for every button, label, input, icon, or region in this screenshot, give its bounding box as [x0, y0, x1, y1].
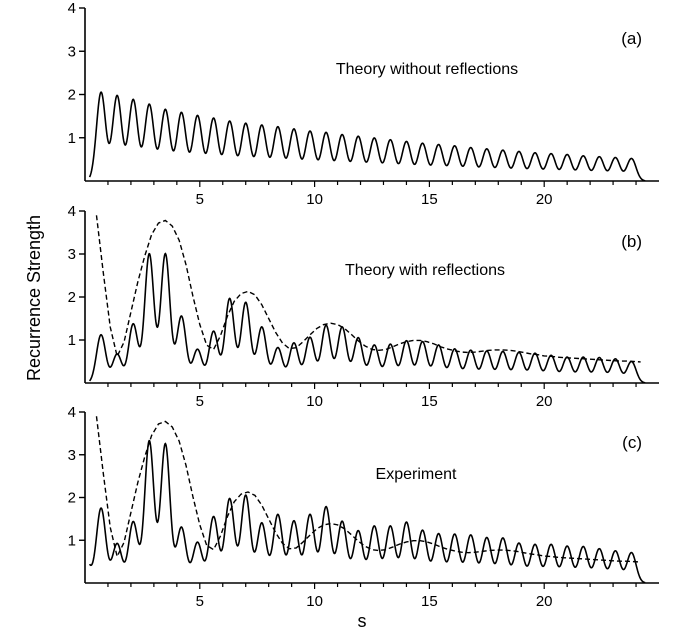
- x-tick-label: 5: [196, 191, 204, 208]
- x-tick-label: 15: [421, 191, 438, 208]
- x-tick-label: 20: [536, 393, 553, 410]
- y-tick-label: 2: [68, 87, 76, 104]
- y-axis-label: Recurrence Strength: [24, 215, 44, 381]
- y-tick-label: 4: [68, 203, 76, 220]
- panel-2: 1 2 3 4 5 10 15 20 Experiment (c): [68, 404, 659, 610]
- x-tick-label: 15: [421, 393, 438, 410]
- x-tick-label: 10: [306, 393, 323, 410]
- panel-letter: (b): [621, 232, 642, 251]
- y-tick-label: 2: [68, 490, 76, 507]
- y-tick-label: 3: [68, 246, 76, 263]
- peak-series-line: [88, 439, 646, 584]
- x-tick-label: 5: [196, 393, 204, 410]
- y-tick-label: 3: [68, 447, 76, 464]
- x-tick-label: 20: [536, 593, 553, 610]
- panel-0: 1 2 3 4 5 10 15 20 Theory without reflections (a): [68, 0, 659, 208]
- y-tick-label: 1: [68, 130, 76, 147]
- y-tick-label: 2: [68, 289, 76, 306]
- panel-letter: (a): [621, 29, 642, 48]
- panel-title: Experiment: [376, 466, 457, 483]
- y-tick-label: 1: [68, 332, 76, 349]
- envelope-dashed-line: [95, 215, 641, 363]
- x-tick-label: 15: [421, 593, 438, 610]
- x-axis-label: s: [358, 611, 367, 631]
- y-tick-label: 3: [68, 43, 76, 60]
- x-tick-label: 10: [306, 593, 323, 610]
- panel-1: 1 2 3 4 5 10 15 20 Theory with reflections (b): [68, 203, 659, 410]
- y-tick-label: 4: [68, 0, 76, 17]
- peak-series-line: [88, 91, 646, 182]
- y-tick-label: 1: [68, 532, 76, 549]
- x-tick-label: 20: [536, 191, 553, 208]
- panel-title: Theory with reflections: [345, 262, 505, 279]
- x-tick-label: 5: [196, 593, 204, 610]
- panel-title: Theory without reflections: [336, 61, 518, 78]
- panel-letter: (c): [622, 433, 642, 452]
- y-tick-label: 4: [68, 404, 76, 421]
- envelope-dashed-line: [95, 416, 641, 563]
- x-tick-label: 10: [306, 191, 323, 208]
